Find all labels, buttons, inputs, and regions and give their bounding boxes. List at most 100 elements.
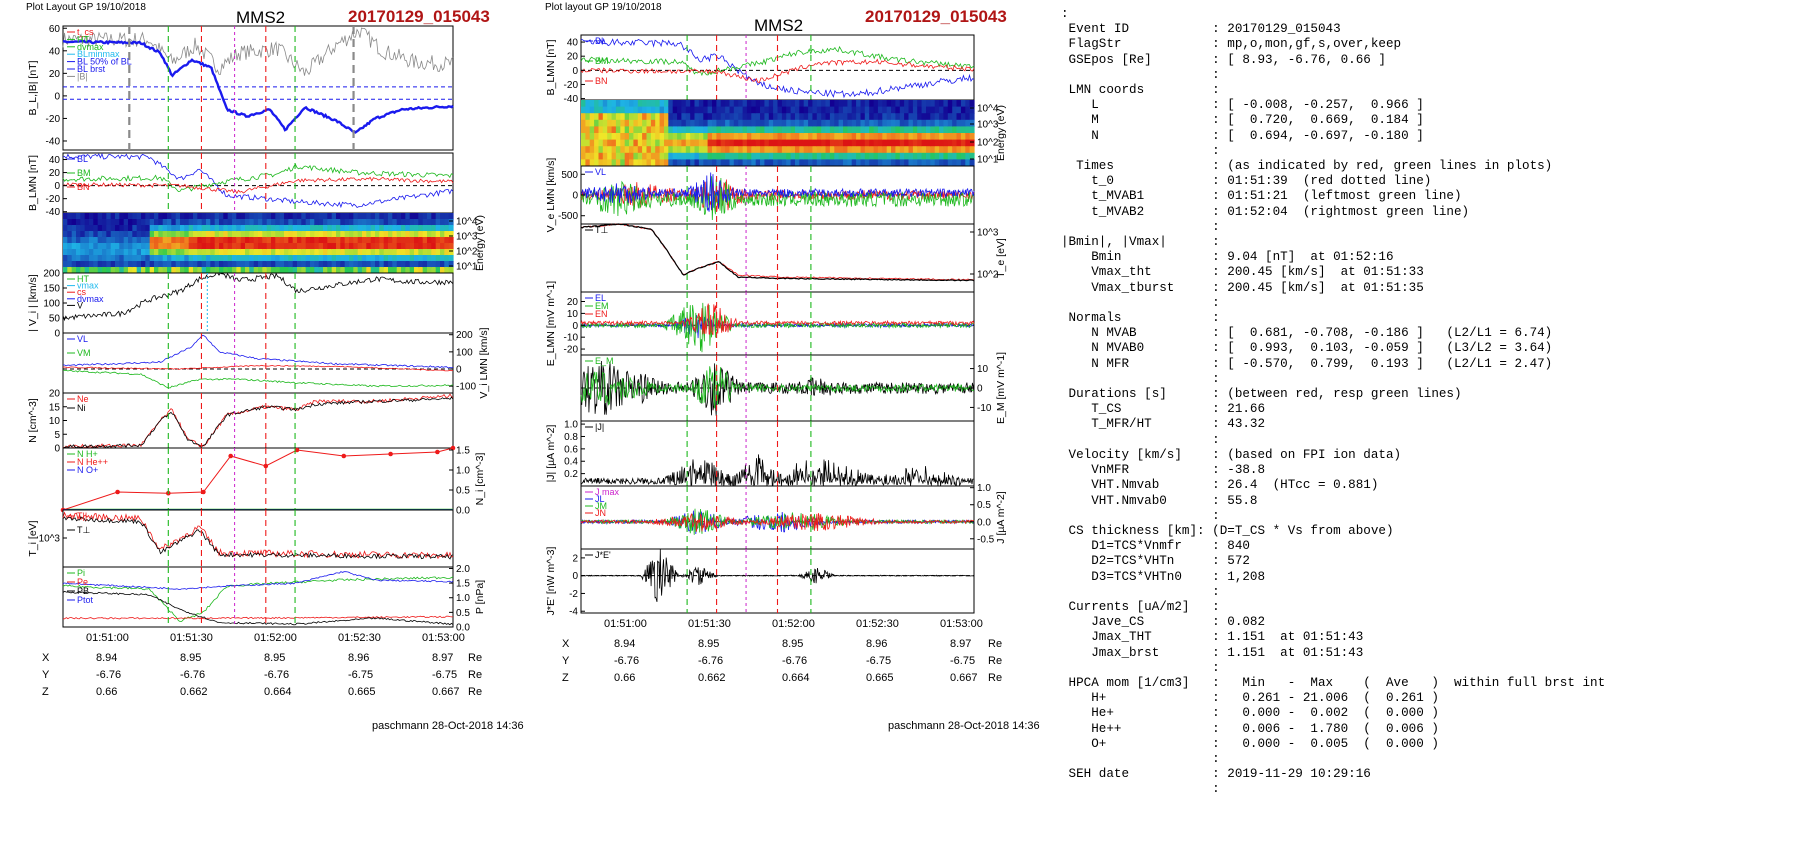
spectrogram-cell (904, 113, 910, 121)
spectrogram-cell (960, 119, 966, 127)
series-line (63, 615, 454, 620)
spectrogram-cell (162, 231, 168, 238)
y-tick-label: 10 (977, 364, 989, 375)
spectrogram-cell (934, 146, 940, 154)
spectrogram-cell (847, 159, 853, 167)
spectrogram-cell (149, 267, 155, 274)
left-event-id: 20170129_015043 (348, 7, 490, 26)
spectrogram-cell (659, 152, 665, 160)
spectrogram-cell (106, 237, 112, 244)
spectrogram-cell (392, 225, 398, 232)
spectrogram-cell (132, 267, 138, 274)
spectrogram-cell (655, 152, 661, 160)
spectrogram-cell (698, 113, 704, 121)
spectrogram-cell (89, 225, 94, 232)
spectrogram-cell (245, 213, 250, 220)
spectrogram-cell (712, 152, 717, 160)
spectrogram-cell (97, 249, 103, 256)
spectrogram-cell (71, 255, 77, 262)
spectrogram-cell (847, 106, 853, 114)
spectrogram-cell (180, 213, 185, 220)
spectrogram-cell (725, 106, 731, 114)
spectrogram-cell (132, 243, 138, 250)
spectrogram-cell (681, 119, 687, 127)
spectrogram-cell (297, 213, 302, 220)
spectrogram-cell (366, 267, 372, 274)
spectrogram-cell (803, 106, 809, 114)
spectrogram-cell (67, 225, 73, 232)
spectrogram-cell (659, 100, 665, 108)
spectrogram-cell (803, 139, 809, 147)
spectrogram-cell (882, 146, 888, 154)
spectrogram-cell (821, 159, 827, 167)
legend-label: JL (595, 494, 605, 504)
spectrogram-cell (602, 139, 608, 147)
spectrogram-cell (418, 249, 424, 256)
spectrogram-cell (891, 106, 896, 114)
spectrogram-cell (110, 243, 116, 250)
spectrogram-cell (262, 231, 268, 238)
spectrogram-cell (136, 255, 142, 262)
spectrogram-cell (712, 106, 717, 114)
spectrogram-cell (808, 152, 814, 160)
y-tick-label: 150 (43, 284, 60, 295)
spectrogram-cell (171, 267, 177, 274)
spectrogram-cell (755, 146, 761, 154)
spectrogram-cell (615, 152, 621, 160)
spectrogram-cell (240, 219, 246, 226)
spectrogram-cell (288, 219, 294, 226)
data-point (450, 445, 456, 451)
spectrogram-cell (141, 219, 146, 226)
spectrogram-cell (829, 159, 835, 167)
spectrogram-cell (755, 133, 761, 141)
spectrogram-cell (375, 249, 380, 256)
spectrogram-cell (214, 213, 220, 220)
spectrogram-cell (357, 219, 363, 226)
spectrogram-cell (249, 261, 255, 268)
spectrogram-cell (598, 106, 604, 114)
y-axis-label: N [cm^-3] (27, 398, 39, 443)
spectrogram-cell (201, 213, 207, 220)
spectrogram-cell (960, 152, 966, 160)
spectrogram-cell (162, 219, 168, 226)
data-point (263, 463, 269, 469)
spectrogram-cell (106, 231, 112, 238)
y-tick-label: 0.0 (456, 623, 470, 634)
summary-line: : (1061, 782, 1220, 797)
coord-value: 8.95 (782, 638, 804, 650)
spectrogram-cell (314, 243, 320, 250)
spectrogram-cell (266, 237, 272, 244)
spectrogram-cell (375, 213, 380, 220)
spectrogram-cell (323, 231, 328, 238)
spectrogram-cell (210, 261, 216, 268)
spectrogram-cell (912, 106, 918, 114)
y-tick-label: 0.4 (564, 457, 578, 468)
spectrogram-cell (154, 249, 159, 256)
summary-line: VHT.Nmvab0 : 55.8 (1061, 493, 1258, 508)
spectrogram-cell (396, 213, 402, 220)
spectrogram-cell (886, 133, 892, 141)
spectrogram-cell (655, 100, 661, 108)
spectrogram-cell (435, 243, 441, 250)
spectrogram-cell (812, 113, 818, 121)
spectrogram-cell (284, 225, 289, 232)
spectrogram-cell (336, 267, 341, 274)
spectrogram-cell (227, 255, 233, 262)
spectrogram-cell (76, 231, 81, 238)
spectrogram-cell (236, 213, 242, 220)
spectrogram-cell (89, 255, 94, 262)
spectrogram-cell (80, 249, 86, 256)
spectrogram-cell (808, 100, 814, 108)
spectrogram-cell (253, 225, 259, 232)
spectrogram-cell (703, 100, 709, 108)
spectrogram-cell (729, 139, 735, 147)
spectrogram-cell (89, 243, 94, 250)
spectrogram-cell (383, 243, 389, 250)
spectrogram-cell (904, 152, 910, 160)
spectrogram-cell (115, 255, 120, 262)
y-tick-label: 10^3 (977, 120, 999, 131)
spectrogram-cell (80, 255, 86, 262)
spectrogram-cell (318, 243, 324, 250)
coord-value: -6.76 (698, 655, 724, 667)
